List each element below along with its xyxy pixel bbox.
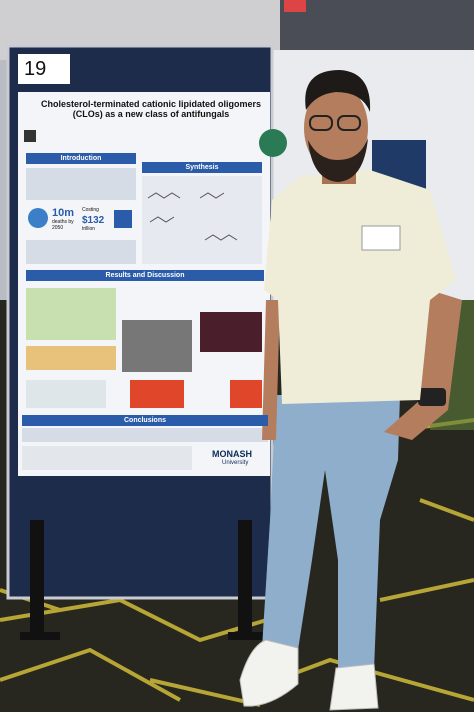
- references: [22, 446, 192, 470]
- shoe: [239, 639, 299, 707]
- polo-shirt: [264, 170, 456, 404]
- left-arm: [262, 300, 280, 440]
- poster-title: Cholesterol-terminated cationic lipidate…: [40, 99, 262, 119]
- watch: [418, 388, 446, 406]
- board-leg: [30, 520, 44, 640]
- section-header: Conclusions: [22, 415, 268, 426]
- stat-text: deaths by 2050: [52, 219, 74, 231]
- synthesis-scheme: [142, 176, 262, 264]
- qr-code: [24, 130, 36, 142]
- conclusion-text: [22, 428, 268, 442]
- section-header: Synthesis: [142, 162, 262, 173]
- bar-chart-figure: [26, 380, 106, 408]
- microscopy-panel: [122, 320, 192, 372]
- results-figure: [26, 346, 116, 370]
- stat-figure: 10m: [52, 207, 75, 219]
- board-leg: [238, 520, 252, 640]
- poster-number: 19: [24, 58, 47, 80]
- name-badge: [361, 225, 401, 251]
- logo-sub: University: [222, 460, 249, 466]
- author-photo: [259, 129, 287, 157]
- board-foot: [228, 632, 268, 640]
- globe-icon: [28, 208, 48, 228]
- coin-icon: [114, 210, 132, 228]
- exit-sign: [284, 0, 306, 12]
- section-header: Introduction: [26, 153, 136, 164]
- glasses: [337, 115, 361, 131]
- section-header: Results and Discussion: [26, 270, 264, 281]
- ceiling-beam: [280, 0, 474, 50]
- stat-text: trillion: [82, 226, 96, 232]
- bar-chart-figure: [230, 380, 262, 408]
- intro-text: [26, 240, 136, 264]
- jeans: [262, 395, 400, 672]
- logo-name: MONASH: [212, 449, 252, 459]
- molecule-drawing: [147, 192, 238, 241]
- board-foot: [20, 632, 60, 640]
- stat-lead: Costing: [82, 207, 99, 213]
- stat-figure: $132: [82, 215, 105, 226]
- intro-text: [26, 168, 136, 200]
- heatmap: [200, 312, 262, 352]
- results-table: [26, 288, 116, 340]
- hair: [305, 70, 371, 112]
- number-card: [18, 54, 70, 84]
- shoe: [329, 663, 379, 711]
- beard: [308, 138, 368, 182]
- glasses: [309, 115, 333, 131]
- face: [304, 84, 368, 172]
- bar-chart-figure: [130, 380, 184, 408]
